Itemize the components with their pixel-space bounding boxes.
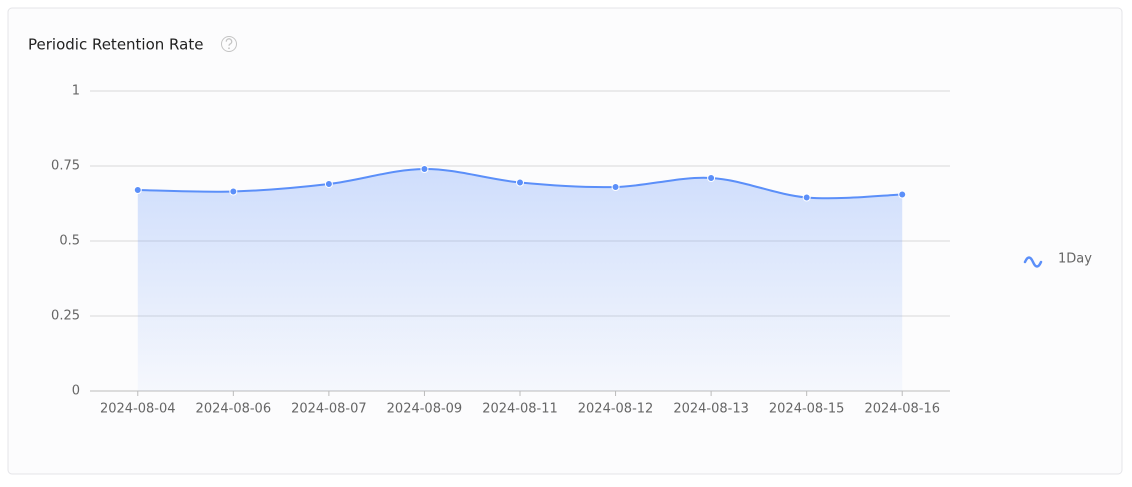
point <box>611 183 620 191</box>
x-tick-label: 2024-08-11 <box>482 402 558 417</box>
x-tick-label: 2024-08-07 <box>291 402 367 417</box>
help-icon[interactable] <box>221 36 237 52</box>
point <box>133 186 142 194</box>
y-tick-label: 0.5 <box>59 234 80 249</box>
point <box>898 190 907 199</box>
y-tick-label: 0.25 <box>51 309 80 324</box>
point <box>229 187 238 196</box>
x-tick-label: 2024-08-16 <box>864 402 940 417</box>
x-tick-label: 2024-08-15 <box>769 402 845 417</box>
chart-title: Periodic Retention Rate <box>28 36 203 54</box>
x-tick-label: 2024-08-04 <box>100 402 176 417</box>
point <box>420 165 429 173</box>
y-tick-label: 0 <box>72 384 80 399</box>
x-tick-label: 2024-08-06 <box>196 402 272 417</box>
legend-icon <box>1023 256 1043 268</box>
y-tick-label: 1 <box>72 84 80 99</box>
x-tick-label: 2024-08-13 <box>673 402 749 417</box>
y-tick-label: 0.75 <box>51 159 80 174</box>
point <box>802 193 811 202</box>
x-tick-label: 2024-08-12 <box>578 402 654 417</box>
point <box>324 180 333 188</box>
area <box>137 168 903 391</box>
point <box>516 178 524 187</box>
point <box>707 174 716 182</box>
x-tick-label: 2024-08-09 <box>387 402 463 417</box>
legend-label: 1Day <box>1058 252 1092 267</box>
